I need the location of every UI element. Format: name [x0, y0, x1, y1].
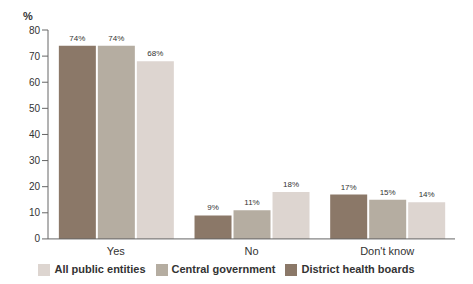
svg-text:10: 10 [29, 207, 41, 218]
svg-text:14%: 14% [419, 190, 435, 199]
svg-text:Yes: Yes [107, 245, 125, 257]
svg-text:11%: 11% [244, 198, 259, 207]
svg-text:0: 0 [34, 233, 40, 244]
svg-text:74%: 74% [69, 34, 85, 43]
svg-text:68%: 68% [147, 49, 163, 58]
svg-text:%: % [23, 10, 33, 22]
svg-text:17%: 17% [341, 183, 357, 192]
svg-text:30: 30 [29, 155, 41, 166]
svg-text:No: No [244, 245, 258, 257]
svg-text:50: 50 [29, 103, 41, 114]
html-text:District health boards: District health boards [301, 262, 415, 275]
svg-text:74%: 74% [108, 34, 124, 43]
svg-text:40: 40 [29, 129, 41, 140]
svg-text:9%: 9% [207, 203, 219, 212]
svg-text:80: 80 [29, 25, 41, 36]
html-text:Central government: Central government [171, 262, 276, 275]
svg-text:70: 70 [29, 51, 41, 62]
html-text:All public entities: All public entities [54, 262, 146, 275]
svg-text:Don't know: Don't know [360, 245, 414, 257]
svg-text:60: 60 [29, 77, 41, 88]
svg-text:18%: 18% [283, 180, 299, 189]
svg-text:15%: 15% [380, 188, 396, 197]
svg-text:20: 20 [29, 181, 41, 192]
